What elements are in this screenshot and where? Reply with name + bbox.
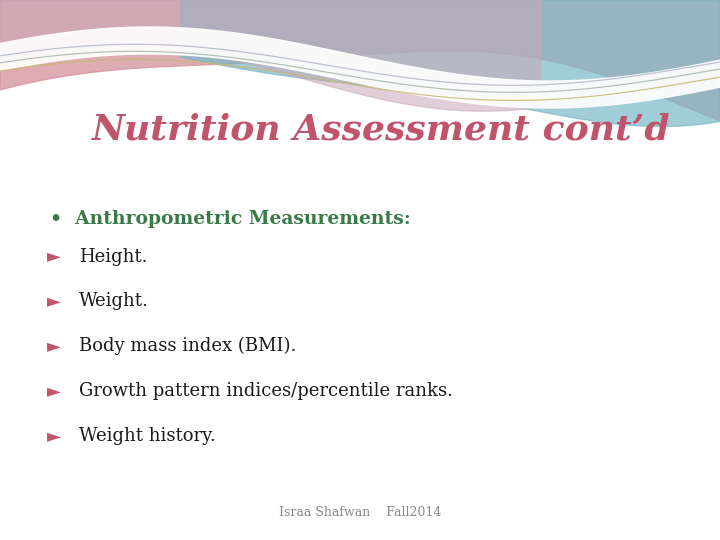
Text: ►: ► — [47, 247, 60, 266]
Text: Nutrition Assessment cont’d: Nutrition Assessment cont’d — [92, 113, 671, 146]
Text: Israa Shafwan    Fall2014: Israa Shafwan Fall2014 — [279, 507, 441, 519]
Text: •  Anthropometric Measurements:: • Anthropometric Measurements: — [50, 210, 411, 228]
Text: ►: ► — [47, 337, 60, 355]
Text: ►: ► — [47, 382, 60, 400]
Text: Growth pattern indices/percentile ranks.: Growth pattern indices/percentile ranks. — [79, 382, 453, 400]
Text: Weight history.: Weight history. — [79, 427, 216, 445]
Text: Height.: Height. — [79, 247, 148, 266]
Text: Weight.: Weight. — [79, 292, 149, 310]
Text: ►: ► — [47, 292, 60, 310]
Text: ►: ► — [47, 427, 60, 445]
Text: Body mass index (BMI).: Body mass index (BMI). — [79, 337, 297, 355]
